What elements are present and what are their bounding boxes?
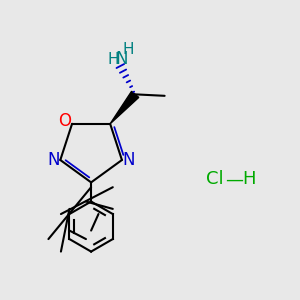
- Polygon shape: [110, 91, 139, 124]
- Text: H: H: [107, 52, 119, 67]
- Text: H: H: [242, 170, 255, 188]
- Text: H: H: [123, 42, 134, 57]
- Text: O: O: [58, 112, 71, 130]
- Text: N: N: [48, 151, 60, 169]
- Text: N: N: [116, 50, 128, 68]
- Text: Cl: Cl: [206, 170, 224, 188]
- Text: —: —: [225, 170, 243, 188]
- Text: N: N: [122, 151, 135, 169]
